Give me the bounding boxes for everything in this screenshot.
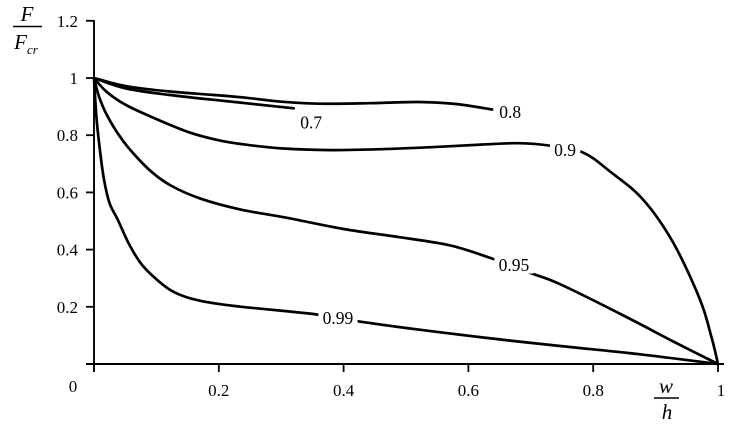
y-axis-title: F Fcr	[13, 2, 42, 57]
series-label-0-95: 0.95	[499, 255, 530, 275]
y-tick-label: 0.4	[57, 241, 79, 260]
curves	[92, 76, 720, 366]
series-label-0-8: 0.8	[499, 102, 521, 122]
series-line-0-7	[92, 76, 296, 110]
y-tick-label: 0.8	[57, 126, 78, 145]
series-label-halo-0-7	[295, 113, 327, 131]
y-tick-label: 1	[70, 69, 79, 88]
origin-tick-label: 0	[69, 377, 78, 396]
series-line-0-9	[92, 76, 720, 366]
y-tick-label: 1.2	[57, 12, 78, 31]
series-label-0-99: 0.99	[323, 308, 354, 328]
y-axis-title-numerator: F	[20, 2, 34, 26]
axes: 0.2 0.4 0.6 0.8 1 0.2 0.4 0.6 0.8 1 1.2 0	[57, 12, 726, 400]
y-axis-title-denominator: Fcr	[13, 30, 39, 57]
y-tick-label: 0.2	[57, 298, 78, 317]
x-tick-label: 1	[717, 381, 726, 400]
series-label-0-7: 0.7	[300, 112, 322, 132]
series-line-0-8	[92, 76, 494, 111]
y-tick-label: 0.6	[57, 183, 78, 202]
series-line-0-95	[92, 76, 720, 366]
x-axis-title-numerator: w	[659, 374, 673, 398]
series-label-halo-0-99	[318, 309, 358, 327]
series-label-halo-0-9	[549, 141, 581, 159]
x-axis-title-denominator: h	[662, 400, 673, 424]
series-line-0-99	[92, 76, 720, 366]
x-tick-label: 0.6	[458, 381, 479, 400]
series-label-halo-0-95	[494, 256, 534, 274]
x-tick-label: 0.8	[583, 381, 604, 400]
x-axis-title: w h	[654, 374, 679, 424]
series-label-0-9: 0.9	[554, 140, 576, 160]
x-tick-label: 0.4	[333, 381, 355, 400]
x-tick-label: 0.2	[208, 381, 229, 400]
curve-labels: 0.7 0.8 0.9 0.95 0.99	[295, 102, 581, 328]
series-label-halo-0-8	[495, 103, 526, 121]
